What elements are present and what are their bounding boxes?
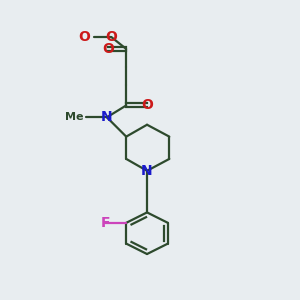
Text: N: N	[101, 110, 113, 124]
Text: Me: Me	[64, 112, 83, 122]
Text: O: O	[105, 30, 117, 44]
Text: F: F	[101, 216, 110, 230]
Text: O: O	[78, 30, 90, 44]
Text: O: O	[141, 98, 153, 112]
Text: O: O	[103, 42, 114, 56]
Text: N: N	[141, 164, 153, 178]
